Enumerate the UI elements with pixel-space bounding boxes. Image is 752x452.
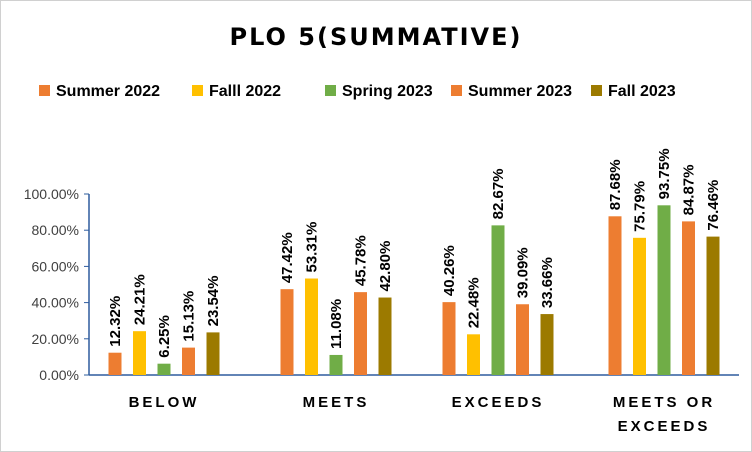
data-label: 84.87% <box>681 165 698 216</box>
bar <box>133 331 146 375</box>
bar <box>280 289 294 375</box>
data-label: 40.26% <box>441 245 458 296</box>
bar <box>608 216 622 375</box>
bar <box>491 225 505 375</box>
data-label: 93.75% <box>656 148 673 199</box>
bar <box>305 278 318 375</box>
data-label: 39.09% <box>515 247 532 298</box>
legend-label-2: Falll 2022 <box>209 83 281 100</box>
bar <box>467 334 480 375</box>
legend-swatch-3 <box>325 85 336 96</box>
x-category-label: EXCEEDS <box>618 418 711 435</box>
legend-swatch-2 <box>192 85 203 96</box>
bar <box>354 292 367 375</box>
data-label: 33.66% <box>539 257 556 308</box>
y-tick-label: 100.00% <box>24 186 79 202</box>
bar <box>108 352 122 375</box>
bar <box>633 237 646 375</box>
legend-label-5: Fall 2023 <box>608 83 676 100</box>
bar <box>706 236 720 375</box>
data-label: 11.08% <box>328 299 345 349</box>
data-label: 45.78% <box>353 235 370 286</box>
data-label: 15.13% <box>181 291 198 342</box>
y-tick-label: 80.00% <box>32 222 79 238</box>
bar <box>206 332 220 375</box>
x-category-label: EXCEEDS <box>452 394 545 411</box>
bar <box>182 347 195 375</box>
legend-label-4: Summer 2023 <box>468 83 572 100</box>
legend-label-1: Summer 2022 <box>56 83 160 100</box>
data-label: 53.31% <box>304 222 321 273</box>
bar <box>516 304 529 375</box>
y-tick-label: 0.00% <box>39 367 79 383</box>
legend-swatch-5 <box>591 85 602 96</box>
chart-title: PLO 5(SUMMATIVE) <box>229 23 523 51</box>
y-tick-label: 40.00% <box>32 295 79 311</box>
bar <box>442 302 456 375</box>
data-label: 12.32% <box>107 296 124 347</box>
legend-label-3: Spring 2023 <box>342 83 433 100</box>
data-label: 22.48% <box>466 277 483 328</box>
bar <box>157 363 171 375</box>
legend-swatch-1 <box>39 85 50 96</box>
y-tick-label: 60.00% <box>32 258 79 274</box>
data-label: 75.79% <box>632 181 649 232</box>
y-tick-label: 20.00% <box>32 331 79 347</box>
data-label: 87.68% <box>607 159 624 210</box>
bar <box>329 354 343 375</box>
bar <box>540 314 554 375</box>
x-category-label: BELOW <box>129 394 200 411</box>
x-category-label: MEETS OR <box>613 394 715 411</box>
bar <box>378 297 392 375</box>
data-label: 82.67% <box>490 168 507 219</box>
data-label: 23.54% <box>205 276 222 327</box>
data-label: 76.46% <box>705 180 722 231</box>
bar <box>682 221 695 375</box>
legend-swatch-4 <box>451 85 462 96</box>
data-label: 47.42% <box>279 232 296 283</box>
x-category-label: MEETS <box>303 394 370 411</box>
data-label: 42.80% <box>377 241 394 292</box>
data-label: 6.25% <box>156 315 173 358</box>
bar <box>657 205 671 375</box>
data-label: 24.21% <box>132 274 149 325</box>
